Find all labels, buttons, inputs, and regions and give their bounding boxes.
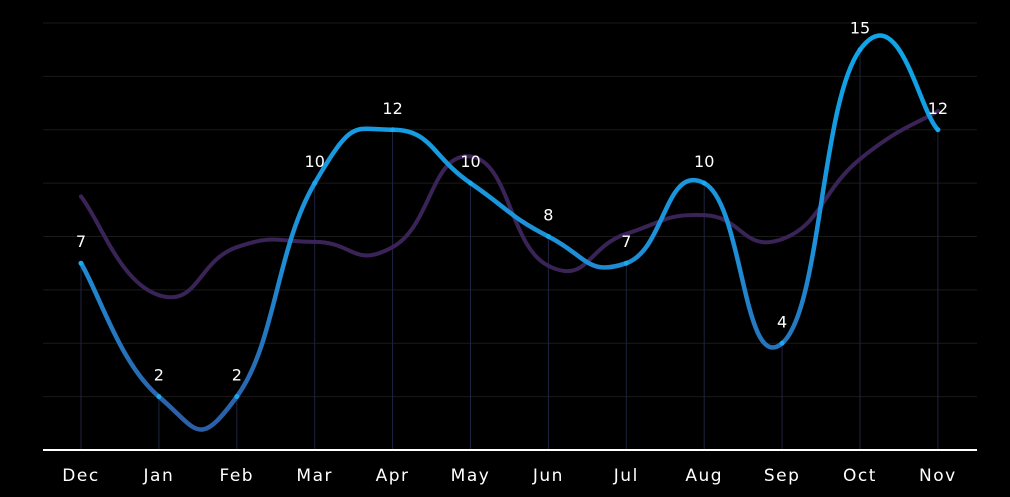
series-2-point-jul	[624, 231, 629, 236]
series-1-point-jan	[156, 394, 162, 400]
x-tick-label-aug: Aug	[685, 466, 723, 486]
x-tick-label-may: May	[451, 466, 491, 486]
data-label-dec: 7	[76, 232, 86, 251]
series-2-point-apr	[390, 245, 395, 250]
series-1-point-jul	[623, 260, 629, 266]
data-label-aug: 10	[694, 152, 714, 171]
secondary-series	[79, 109, 940, 300]
data-label-feb: 2	[232, 366, 242, 385]
series-1-line	[78, 33, 941, 432]
data-label-may: 10	[460, 152, 480, 171]
x-axis: Dec Jan Feb Mar Apr May Jun Jul Aug Sep Oct Nov	[43, 449, 977, 486]
series-2-point-may	[468, 154, 473, 159]
series-1-point-dec	[78, 260, 84, 266]
series-1-point-mar	[312, 180, 318, 186]
x-tick-label-dec: Dec	[62, 466, 99, 486]
series-1-point-jun	[545, 234, 551, 239]
series-2-point-oct	[858, 157, 862, 162]
data-label-jun: 8	[543, 206, 553, 225]
series-1-point-oct	[857, 47, 863, 53]
data-label-sep: 4	[777, 312, 787, 331]
series-2-point-jun	[546, 263, 551, 268]
series-2-point-sep	[780, 237, 785, 242]
x-tick-label-mar: Mar	[296, 466, 333, 486]
series-1-point-nov	[935, 127, 941, 133]
data-label-jul: 7	[621, 232, 631, 251]
series-1-point-apr	[390, 127, 396, 133]
data-labels: 7 2 2 10 12 10 8 7 10 4 15 12	[76, 19, 948, 385]
series-2-point-mar	[312, 239, 317, 244]
data-label-oct: 15	[850, 19, 870, 38]
series-1-point-may	[468, 180, 473, 186]
x-tick-label-oct: Oct	[843, 466, 877, 486]
series-1-point-aug	[701, 180, 707, 186]
data-label-apr: 12	[382, 99, 402, 118]
data-label-mar: 10	[305, 152, 325, 171]
x-tick-label-nov: Nov	[919, 466, 957, 486]
series-2-point-aug	[702, 213, 707, 218]
series-1-point-sep	[779, 340, 785, 346]
x-tick-label-jul: Jul	[613, 466, 639, 486]
x-tick-label-jan: Jan	[143, 466, 175, 486]
grid-lines	[43, 22, 977, 398]
data-label-nov: 12	[928, 99, 948, 118]
primary-series	[78, 33, 941, 432]
series-2-point-jan	[156, 293, 161, 298]
series-2-point-feb	[234, 245, 239, 250]
vertical-guides	[80, 49, 939, 450]
series-2-line	[79, 109, 940, 300]
series-1-point-feb	[234, 394, 240, 400]
data-label-jan: 2	[154, 366, 164, 385]
x-tick-label-feb: Feb	[219, 466, 254, 486]
series-2-point-nov	[935, 109, 940, 114]
x-tick-label-jun: Jun	[532, 466, 564, 486]
series-2-point-dec	[79, 194, 83, 199]
x-tick-label-apr: Apr	[376, 466, 410, 486]
x-tick-label-sep: Sep	[764, 466, 801, 486]
